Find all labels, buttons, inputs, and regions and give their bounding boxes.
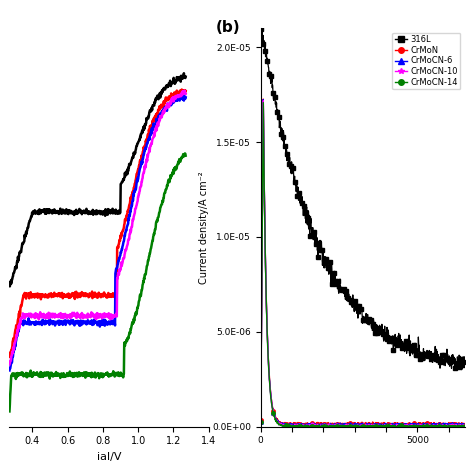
Legend: 316L, CrMoN, CrMoCN-6, CrMoCN-10, CrMoCN-14: 316L, CrMoN, CrMoCN-6, CrMoCN-10, CrMoCN… <box>392 33 460 89</box>
Y-axis label: Current density/A cm⁻²: Current density/A cm⁻² <box>199 171 209 284</box>
X-axis label: ial/V: ial/V <box>97 452 121 462</box>
Text: (b): (b) <box>216 20 240 36</box>
